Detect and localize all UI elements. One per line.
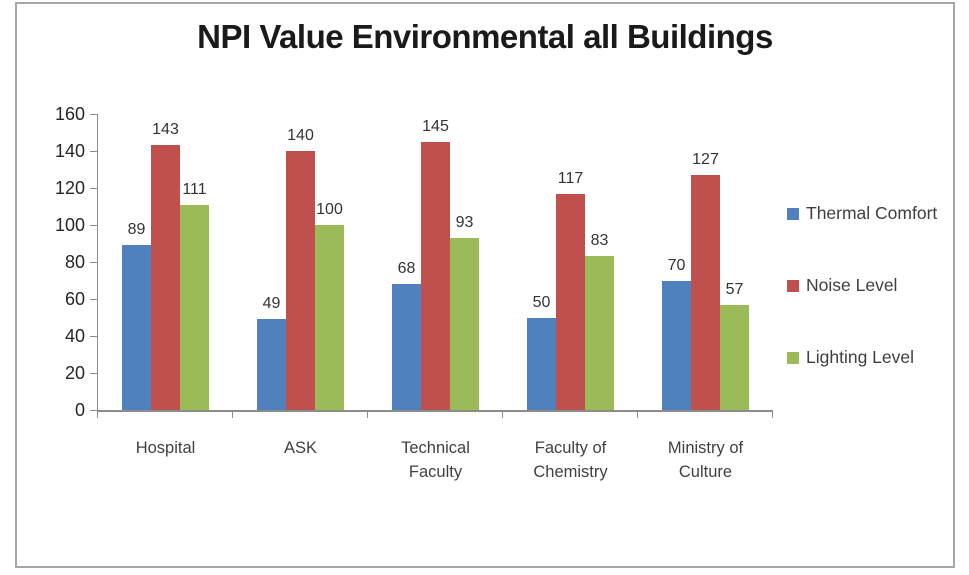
bar-value-label: 111 <box>182 180 207 198</box>
legend-swatch-icon <box>787 279 799 292</box>
x-axis-tick-mark <box>637 412 638 418</box>
bar-thermal-comfort <box>257 319 286 410</box>
y-axis-tick-label: 100 <box>54 215 85 235</box>
y-axis-tick-mark <box>90 373 97 374</box>
y-axis-tick-label: 80 <box>64 252 85 272</box>
x-axis-tick-mark <box>772 412 773 418</box>
bar-noise-level <box>691 175 720 410</box>
bar-lighting-level <box>315 225 344 410</box>
bar-thermal-comfort <box>122 245 151 410</box>
y-axis-tick-mark <box>90 188 97 189</box>
bar-value-label: 127 <box>692 151 719 169</box>
x-axis-line <box>97 410 773 412</box>
bar-lighting-level <box>585 256 614 410</box>
y-axis-tick-mark <box>90 114 97 115</box>
y-axis-tick-label: 140 <box>54 141 85 161</box>
x-axis-category-label: ASK <box>283 439 318 457</box>
y-axis-tick-mark <box>90 410 97 411</box>
bar-noise-level <box>151 145 180 410</box>
bar-noise-level <box>286 151 315 410</box>
bar-value-label: 140 <box>287 127 314 144</box>
bar-thermal-comfort <box>662 280 691 410</box>
bar-value-label: 93 <box>455 213 474 231</box>
y-axis-tick-label: 120 <box>54 178 85 198</box>
bar-value-label: 57 <box>725 280 744 298</box>
legend-item-thermal-comfort: Thermal Comfort <box>787 203 937 224</box>
x-axis-category-label: Technical Faculty <box>401 439 470 481</box>
bar-thermal-comfort <box>392 284 421 410</box>
y-axis-tick-mark <box>90 336 97 337</box>
y-axis-tick-label: 0 <box>74 400 85 420</box>
y-axis-tick-mark <box>90 151 97 152</box>
bar-value-label: 100 <box>316 201 343 218</box>
bar-lighting-level <box>180 204 209 410</box>
bar-lighting-level <box>450 237 479 410</box>
y-axis-tick-label: 160 <box>54 104 85 124</box>
bar-thermal-comfort <box>527 317 556 410</box>
chart-frame: NPI Value Environmental all Buildings 0 2… <box>15 2 955 568</box>
x-axis-category-label: Hospital <box>135 439 196 457</box>
chart-title: NPI Value Environmental all Buildings <box>197 18 773 55</box>
bar-value-label: 49 <box>262 295 281 313</box>
y-axis-tick-mark <box>90 262 97 263</box>
y-axis-line <box>97 114 98 411</box>
y-axis-tick-mark <box>90 225 97 226</box>
legend-swatch-icon <box>787 207 799 220</box>
plot-area: 0 20 40 60 80 100 120 140 160 89 143 111 Hospital 49 1… <box>17 4 953 566</box>
legend-label: Lighting Level <box>806 347 914 367</box>
bar-value-label: 117 <box>557 169 584 187</box>
bar-noise-level <box>556 193 585 410</box>
x-axis-tick-mark <box>367 412 368 418</box>
bar-noise-level <box>421 141 450 410</box>
bar-lighting-level <box>720 304 749 410</box>
bar-value-label: 145 <box>422 117 449 135</box>
legend-label: Noise Level <box>806 275 898 295</box>
y-axis-tick-label: 60 <box>64 289 85 309</box>
bar-value-label: 68 <box>397 260 416 278</box>
legend-item-lighting-level: Lighting Level <box>787 347 914 368</box>
x-axis-tick-mark <box>232 412 233 418</box>
legend-swatch-icon <box>787 351 799 364</box>
bar-value-label: 143 <box>152 121 179 139</box>
x-axis-category-label: Faculty of Chemistry <box>533 439 608 481</box>
legend-item-noise-level: Noise Level <box>787 275 897 296</box>
bar-value-label: 70 <box>667 256 686 274</box>
bar-value-label: 83 <box>590 232 609 250</box>
bar-value-label: 89 <box>127 221 146 239</box>
bar-value-label: 50 <box>532 293 551 311</box>
x-axis-category-label: Ministry of Culture <box>667 439 744 481</box>
y-axis-tick-label: 20 <box>64 363 85 383</box>
y-axis-tick-label: 40 <box>64 326 85 346</box>
y-axis-tick-mark <box>90 299 97 300</box>
x-axis-tick-mark <box>502 412 503 418</box>
x-axis-tick-mark <box>97 412 98 418</box>
legend-label: Thermal Comfort <box>806 203 938 223</box>
